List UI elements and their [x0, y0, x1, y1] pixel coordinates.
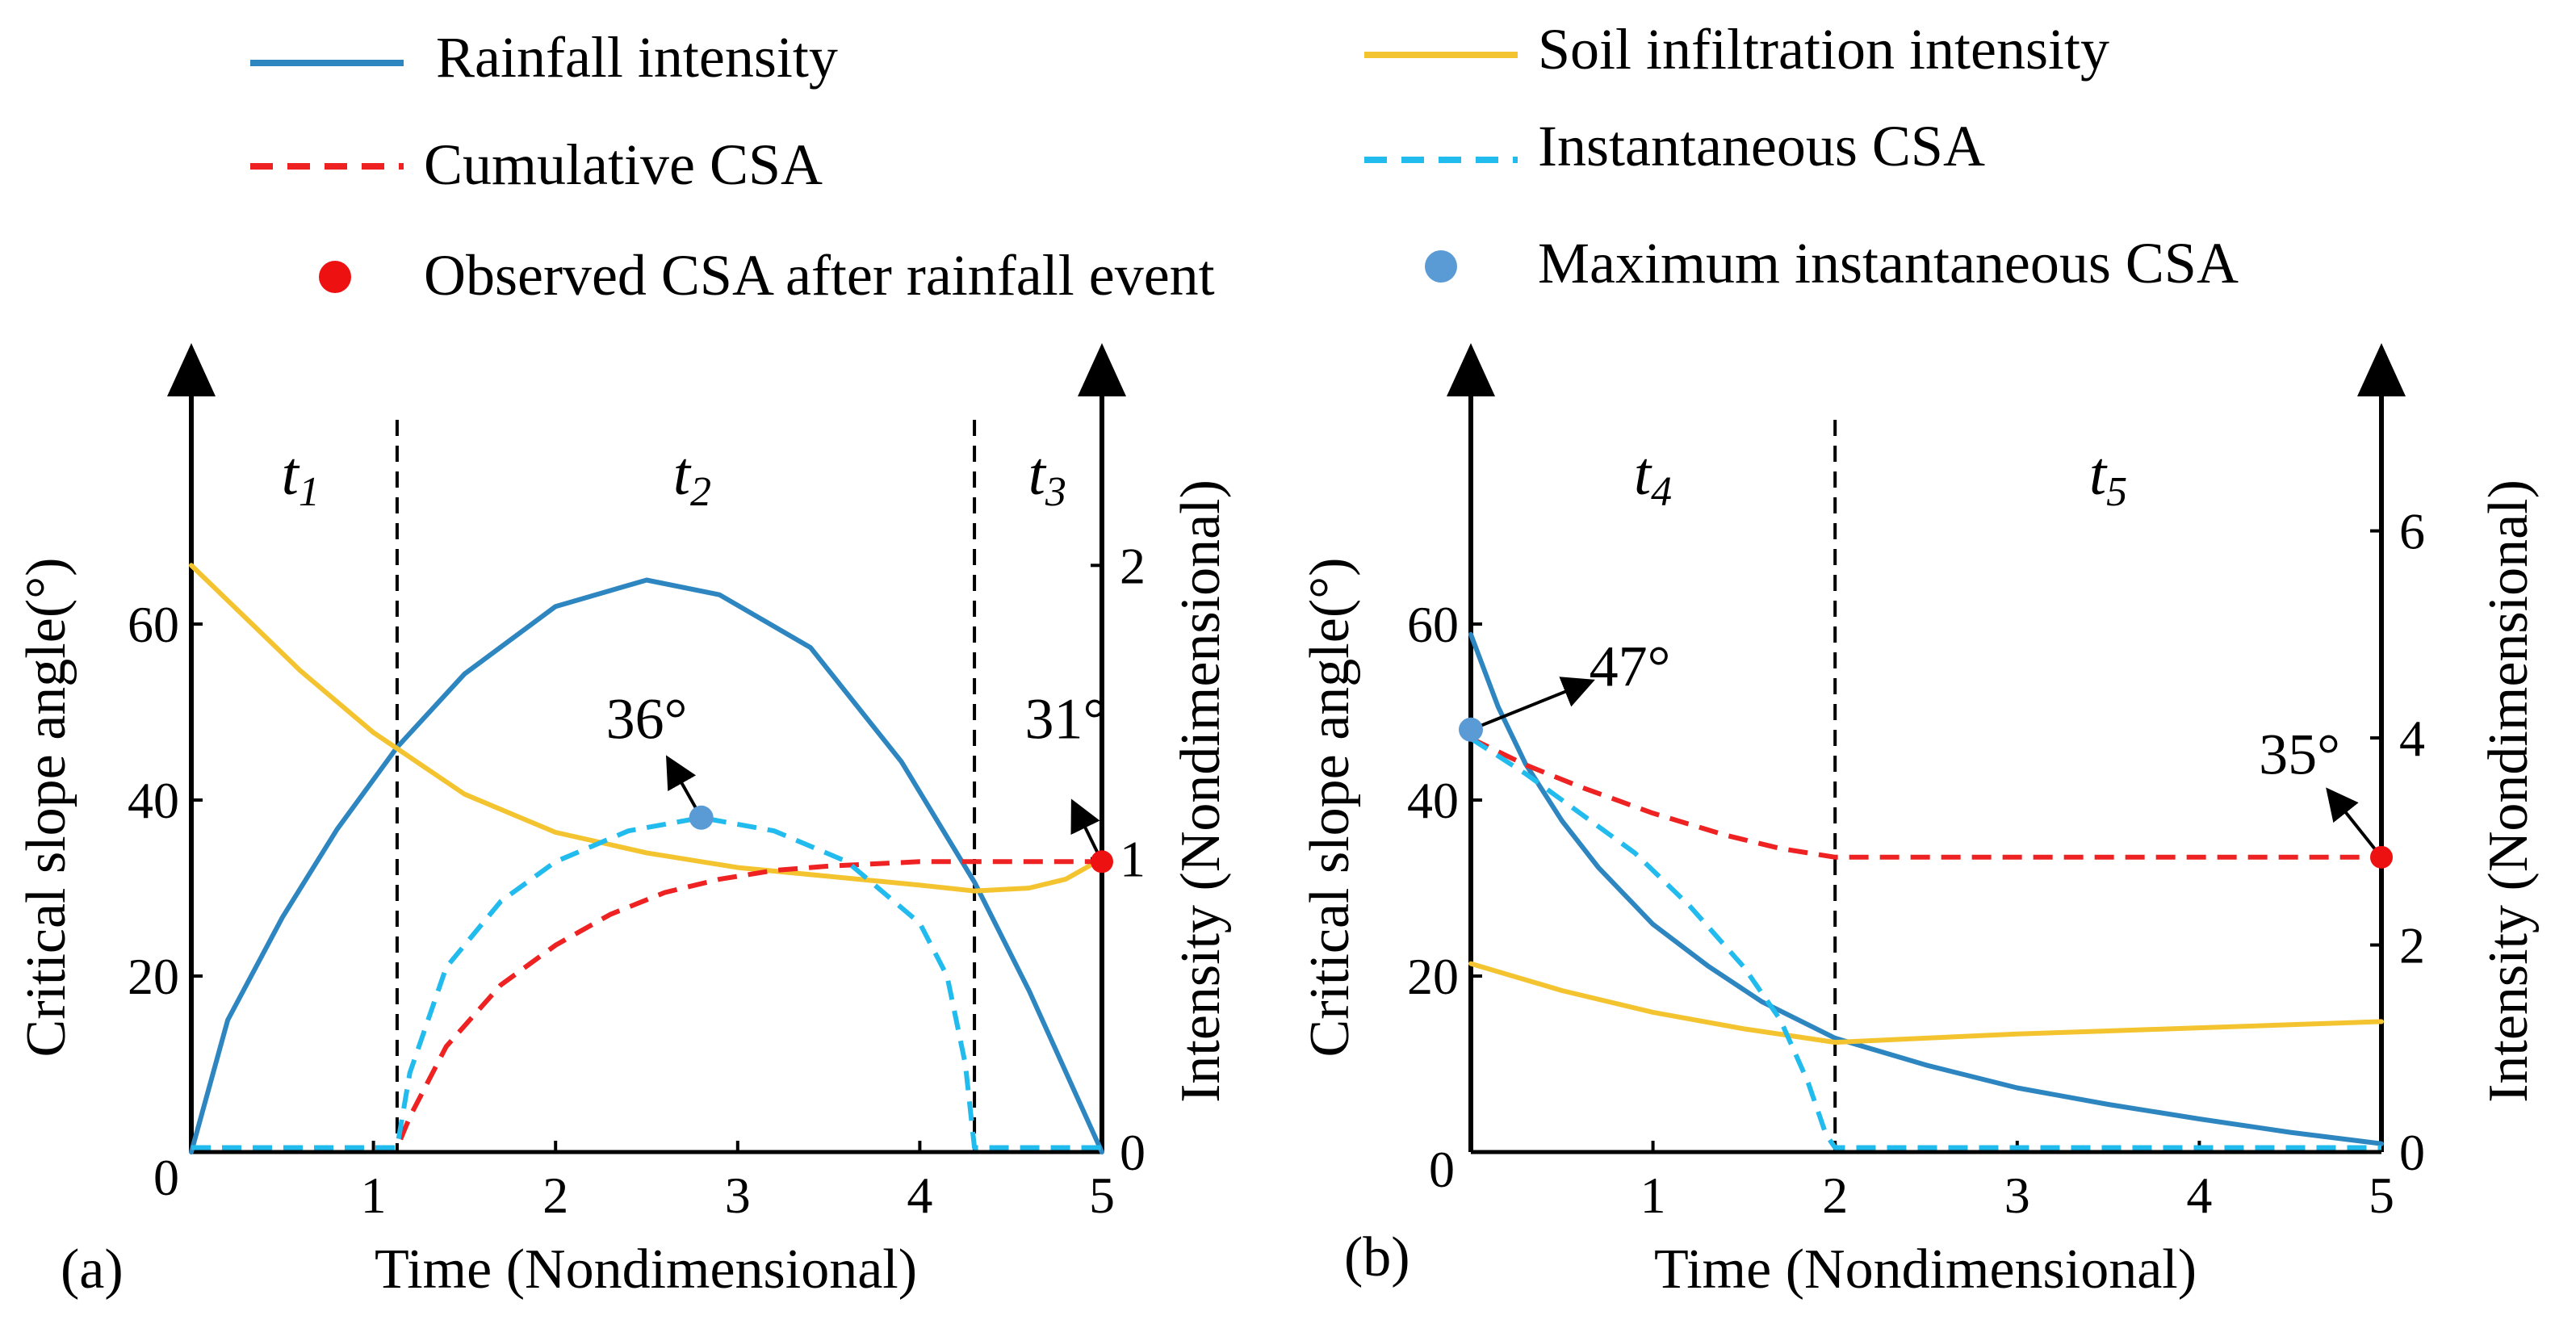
phase-label: t4 — [1634, 440, 1672, 515]
x-tick-label: 3 — [725, 1167, 751, 1224]
panel-label: (b) — [1344, 1226, 1410, 1288]
legend-infiltration-label: Soil infiltration intensity — [1538, 17, 2109, 82]
x-axis-label: Time (Nondimensional) — [375, 1238, 917, 1301]
y2-tick-label: 2 — [2399, 917, 2425, 974]
max-instantaneous-csa-marker — [1459, 717, 1483, 742]
y-tick-label: 20 — [128, 948, 179, 1005]
panel-a: t1 t2 t3 1 2 3 4 5 20 40 60 0 1 2 36° 31° 0 Time (Non… — [15, 343, 1232, 1301]
x-tick-label: 5 — [1089, 1167, 1115, 1224]
observed-csa-marker — [1091, 850, 1113, 874]
callout-label: 36° — [606, 687, 688, 752]
left-y-axis-label: Critical slope angle(°) — [1299, 558, 1361, 1058]
origin-label: 0 — [1429, 1141, 1455, 1198]
phase-label: t1 — [282, 440, 320, 515]
series-line-infiltration — [189, 563, 1104, 894]
callout-arrow — [2326, 787, 2383, 859]
callout-arrow — [1470, 677, 1595, 731]
max-instantaneous-csa-marker — [689, 805, 714, 830]
callout-label: 31° — [1024, 687, 1106, 752]
left-y-axis-label: Critical slope angle(°) — [15, 558, 77, 1058]
x-tick-label: 4 — [2186, 1167, 2212, 1224]
x-tick-label: 1 — [1640, 1167, 1666, 1224]
right-y-axis-label: Intensity (Nondimensional) — [2478, 480, 2540, 1103]
legend-maximum-marker — [1425, 250, 1457, 283]
x-tick-label: 4 — [907, 1167, 932, 1224]
observed-csa-marker — [2370, 845, 2393, 869]
y-tick-label: 40 — [1407, 772, 1459, 829]
legend-observed-label: Observed CSA after rainfall event — [424, 243, 1215, 308]
series-line-cumulative — [191, 859, 1102, 1150]
callout-label: 35° — [2259, 722, 2340, 786]
series-line-rainfall — [1468, 631, 2384, 1146]
series-line-infiltration — [1468, 961, 2384, 1045]
y2-tick-label: 6 — [2399, 503, 2425, 560]
origin-label: 0 — [153, 1149, 179, 1206]
legend-observed-marker — [319, 261, 351, 293]
legend-rainfall-label: Rainfall intensity — [436, 25, 838, 90]
y2-tick-label: 1 — [1120, 831, 1146, 888]
panel-b: t4 t5 1 2 3 4 5 20 40 60 0 2 4 6 47° 35° 0 Time (Nond… — [1299, 343, 2540, 1301]
x-axis-label: Time (Nondimensional) — [1654, 1238, 2197, 1301]
phase-label: t5 — [2089, 440, 2127, 515]
x-tick-label: 5 — [2369, 1167, 2394, 1224]
y2-tick-label: 2 — [1120, 537, 1146, 594]
y2-tick-label: 0 — [2399, 1124, 2425, 1181]
x-tick-label: 2 — [1822, 1167, 1848, 1224]
series-line-rainfall — [189, 577, 1104, 1154]
legend-cumulative-label: Cumulative CSA — [424, 132, 823, 197]
y-tick-label: 60 — [128, 596, 179, 653]
x-tick-label: 2 — [542, 1167, 568, 1224]
y-tick-label: 40 — [128, 772, 179, 829]
x-tick-label: 1 — [361, 1167, 387, 1224]
right-y-axis-label: Intensity (Nondimensional) — [1170, 480, 1232, 1103]
phase-label: t3 — [1028, 440, 1066, 515]
callout-label: 47° — [1590, 634, 1671, 698]
legend-maximum-label: Maximum instantaneous CSA — [1538, 231, 2239, 295]
y-tick-label: 20 — [1407, 948, 1459, 1005]
legend: Rainfall intensity Soil infiltration int… — [250, 17, 2239, 308]
phase-label: t2 — [673, 440, 711, 515]
y2-tick-label: 4 — [2399, 710, 2425, 767]
y-tick-label: 60 — [1407, 596, 1459, 653]
panel-label: (a) — [61, 1238, 124, 1301]
series-line-instantaneous — [1469, 736, 2381, 1150]
series-line-cumulative — [1469, 735, 2381, 860]
series-line-instantaneous — [191, 815, 1102, 1150]
legend-instantaneous-label: Instantaneous CSA — [1538, 114, 1985, 178]
x-tick-label: 3 — [2004, 1167, 2030, 1224]
y2-tick-label: 0 — [1120, 1124, 1146, 1181]
